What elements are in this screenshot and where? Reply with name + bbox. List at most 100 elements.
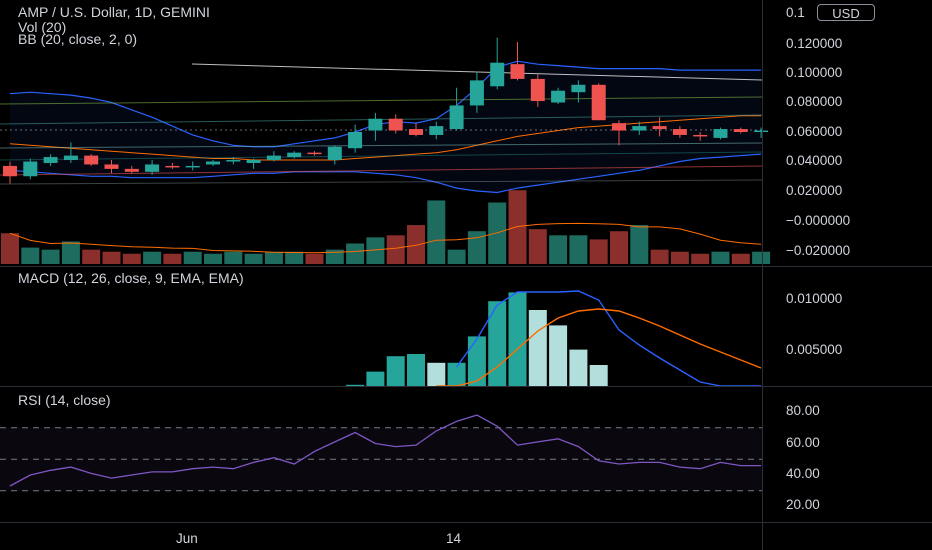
volume-bar — [163, 253, 182, 264]
bollinger-bands-layer — [9, 60, 762, 194]
volume-bar — [549, 235, 568, 264]
macd-histogram-bar — [427, 362, 446, 386]
macd-layer — [346, 290, 762, 387]
volume-bar — [650, 249, 669, 264]
price-axis-label: 0.040000 — [786, 153, 843, 168]
candle-body — [713, 129, 728, 138]
price-axis-label: 0.060000 — [786, 124, 843, 139]
candle-body — [165, 165, 180, 168]
volume-bar — [285, 251, 304, 264]
candles-layer — [3, 37, 769, 184]
signal-line — [436, 308, 762, 387]
candle-body — [368, 118, 383, 131]
candle-body — [429, 126, 444, 135]
volume-bar — [264, 251, 283, 264]
candle-body — [733, 129, 748, 132]
volume-bar — [244, 253, 263, 264]
trend-line — [0, 151, 763, 161]
candle-body — [754, 130, 769, 133]
volume-bar — [143, 251, 162, 264]
volume-bar — [610, 231, 628, 264]
price-axis-label: 0.100000 — [786, 65, 843, 80]
rsi-axis-label: 40.00 — [786, 466, 820, 481]
volume-bar — [122, 253, 141, 264]
volume-bar — [752, 251, 771, 264]
rsi-legend[interactable]: RSI (14, close) — [18, 392, 111, 408]
volume-bar — [21, 247, 40, 264]
candle-body — [145, 164, 160, 172]
trend-line — [0, 179, 763, 185]
macd-histogram-bar — [549, 325, 568, 386]
volume-bar — [427, 200, 446, 264]
candle-body — [591, 84, 606, 121]
bb-basis-line — [9, 115, 762, 161]
macd-axis-label: 0.005000 — [786, 342, 843, 357]
macd-axis-label: 0.010000 — [786, 291, 843, 306]
candle-body — [287, 152, 302, 158]
candle-body — [693, 134, 708, 137]
rsi-layer — [0, 414, 762, 492]
candle-body — [469, 80, 484, 106]
price-axis-label: −0.000000 — [786, 213, 851, 228]
price-axis-label: −0.020000 — [786, 243, 851, 258]
volume-bar — [711, 251, 730, 264]
currency-button[interactable]: USD — [817, 4, 875, 21]
candle-body — [571, 84, 586, 93]
candle-body — [3, 165, 17, 177]
trend-line — [0, 142, 763, 149]
macd-histogram-bar — [467, 336, 486, 386]
volume-bar — [528, 229, 547, 264]
rsi-line — [9, 414, 762, 487]
volume-bar — [82, 249, 101, 264]
volume-bar — [691, 253, 710, 264]
candle-body — [84, 155, 99, 165]
volume-bar — [569, 235, 588, 264]
candle-body — [266, 155, 281, 161]
macd-histogram-bar — [386, 356, 405, 386]
candle-body — [185, 165, 200, 168]
rsi-axis-label: 80.00 — [786, 403, 820, 418]
macd-histogram-bar — [447, 362, 466, 386]
time-axis-label-jun: Jun — [176, 531, 198, 546]
volume-bar — [41, 249, 60, 264]
volume-layer — [1, 190, 771, 264]
volume-bar — [630, 225, 649, 264]
candle-body — [672, 129, 687, 135]
candle-body — [327, 146, 342, 161]
bb-legend[interactable]: BB (20, close, 2, 0) — [18, 31, 138, 47]
volume-legend[interactable]: Vol (20) — [18, 19, 67, 35]
volume-bar — [224, 251, 243, 264]
candle-body — [104, 164, 119, 169]
trend-line — [0, 165, 763, 176]
symbol-legend[interactable]: AMP / U.S. Dollar, 1D, GEMINI — [18, 4, 210, 20]
candle-body — [449, 105, 464, 130]
candle-body — [23, 161, 38, 177]
volume-bar — [386, 235, 405, 264]
candle-body — [63, 155, 78, 161]
candle-body — [226, 160, 241, 162]
volume-bar — [204, 253, 222, 264]
candle-body — [43, 157, 58, 163]
candle-body — [530, 78, 545, 102]
bb-lower-line — [9, 153, 762, 194]
candle-body — [612, 123, 626, 131]
volume-bar — [61, 241, 80, 264]
volume-bar — [670, 251, 689, 264]
volume-bar — [102, 251, 121, 264]
volume-bar — [467, 231, 486, 264]
macd-histogram-bar — [488, 301, 507, 386]
volume-bar — [508, 190, 527, 264]
volume-bar — [305, 253, 324, 264]
candle-body — [551, 90, 566, 103]
time-axis-label-14: 14 — [446, 531, 462, 546]
bb-upper-line — [9, 60, 762, 148]
volume-bar — [731, 253, 750, 264]
volume-bar — [589, 239, 608, 264]
volume-bar — [447, 249, 466, 264]
price-axis-label: 0.1 — [786, 5, 805, 20]
macd-legend[interactable]: MACD (12, 26, close, 9, EMA, EMA) — [18, 270, 244, 286]
rsi-axis-label: 60.00 — [786, 435, 820, 450]
bb-fill — [10, 61, 762, 193]
